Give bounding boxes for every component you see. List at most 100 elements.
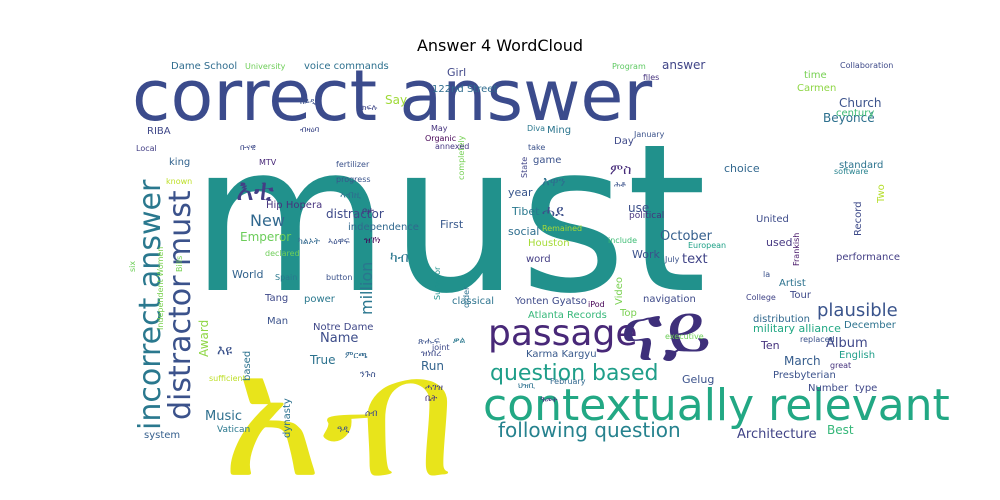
word-94: performance [836, 252, 900, 263]
word-87: Tour [789, 290, 812, 301]
word-15: distractor [326, 207, 384, 221]
word-75: Houston [528, 238, 570, 249]
word-133: ቡናዊ [240, 143, 256, 152]
word-136: ብዛዕባ [300, 125, 320, 134]
word-10: እቲ [236, 173, 274, 208]
word-22: Album [826, 336, 868, 351]
word-86: Artist [779, 278, 806, 289]
word-111: Award [197, 320, 211, 357]
word-117: six [128, 261, 137, 272]
word-80: Top [619, 308, 637, 319]
word-143: ሓገዝ [425, 383, 443, 393]
word-58: Local [136, 144, 157, 153]
word-0: must [190, 101, 707, 339]
word-51: Program [612, 62, 646, 71]
word-128: la [763, 270, 770, 279]
word-71: Atlanta Records [528, 310, 607, 321]
word-13: New [250, 211, 285, 230]
word-151: ህዝቢ [518, 381, 536, 390]
word-119: based [242, 351, 253, 381]
word-97: July [664, 255, 680, 264]
word-110: Independent Women [156, 247, 165, 330]
word-63: independence [348, 222, 419, 233]
word-76: classical [452, 296, 494, 307]
word-57: king [169, 157, 190, 168]
word-137: ኣብዚ [340, 190, 362, 201]
word-78: navigation [643, 294, 696, 305]
word-45: choice [724, 162, 760, 175]
word-69: system [144, 430, 180, 441]
word-18: Name [320, 331, 358, 346]
word-28: answer [662, 58, 705, 72]
word-101: State [520, 157, 529, 178]
word-132: እዩ [217, 343, 232, 359]
word-122: executive [665, 332, 704, 341]
word-48: time [804, 70, 827, 81]
word-55: voice commands [304, 61, 389, 72]
word-88: College [746, 293, 776, 302]
word-127: Two [876, 184, 887, 204]
word-11: plausible [817, 300, 898, 321]
word-24: Architecture [737, 427, 817, 442]
word-124: joint [431, 343, 450, 352]
word-38: Tibet [511, 205, 540, 218]
word-46: standard [839, 160, 883, 171]
word-42: Work [632, 248, 660, 261]
word-104: January [633, 130, 665, 139]
word-25: Best [827, 423, 854, 437]
word-12: million [357, 262, 376, 315]
word-27: Beyoncé [823, 111, 875, 125]
word-153: ሕቶ [614, 180, 627, 189]
word-116: button [326, 273, 352, 282]
word-19: True [309, 353, 336, 367]
word-82: Gelug [682, 373, 714, 386]
word-74: Run [421, 359, 444, 373]
word-134: ከይዲ [300, 97, 316, 106]
word-37: use [628, 201, 649, 215]
word-149: ሰብ [365, 409, 377, 419]
word-146: ምርጫ [345, 351, 368, 361]
word-109: May [431, 124, 448, 133]
word-60: fertilizer [336, 160, 370, 169]
word-43: used [766, 236, 792, 249]
word-150: ዓዲ [337, 425, 350, 435]
word-91: Presbyterian [773, 370, 836, 381]
word-20: Music [205, 409, 242, 424]
word-107: take [528, 143, 545, 152]
word-9: following question [498, 418, 681, 442]
word-30: 122nd Street [432, 84, 497, 95]
word-83: Ten [760, 339, 780, 352]
word-47: century [836, 108, 874, 119]
word-31: Say [385, 93, 407, 107]
word-65: power [304, 294, 336, 305]
word-50: Collaboration [840, 61, 893, 70]
word-8: question based [490, 361, 658, 386]
word-118: sufficient [209, 374, 246, 383]
word-3: contextually relevant [483, 380, 950, 431]
word-21: World [232, 268, 264, 281]
word-49: Carmen [797, 83, 836, 94]
word-84: military alliance [753, 322, 841, 335]
word-120: great [830, 361, 851, 370]
word-29: Girl [447, 66, 466, 79]
word-123: February [550, 377, 586, 386]
word-4: passage [488, 313, 637, 354]
word-145: ቃል [453, 336, 466, 346]
word-7: distractor must [163, 190, 198, 420]
word-33: ምስ [610, 162, 631, 178]
word-14: Emperor [240, 230, 291, 244]
word-125: order [462, 286, 471, 308]
word-106: Diva [527, 124, 545, 133]
word-148: ቤት [425, 394, 437, 404]
word-35: ሓደ [542, 201, 564, 220]
word-138: ቦታ [362, 207, 374, 217]
word-17: text [682, 252, 708, 267]
word-73: Karma Kargyu [526, 349, 597, 360]
word-89: December [844, 320, 897, 331]
word-77: Survivor [433, 266, 442, 300]
word-54: University [245, 62, 286, 71]
word-144: ጽሑፍ [418, 337, 440, 347]
word-68: Vatican [217, 425, 250, 435]
word-114: declared [265, 249, 300, 258]
